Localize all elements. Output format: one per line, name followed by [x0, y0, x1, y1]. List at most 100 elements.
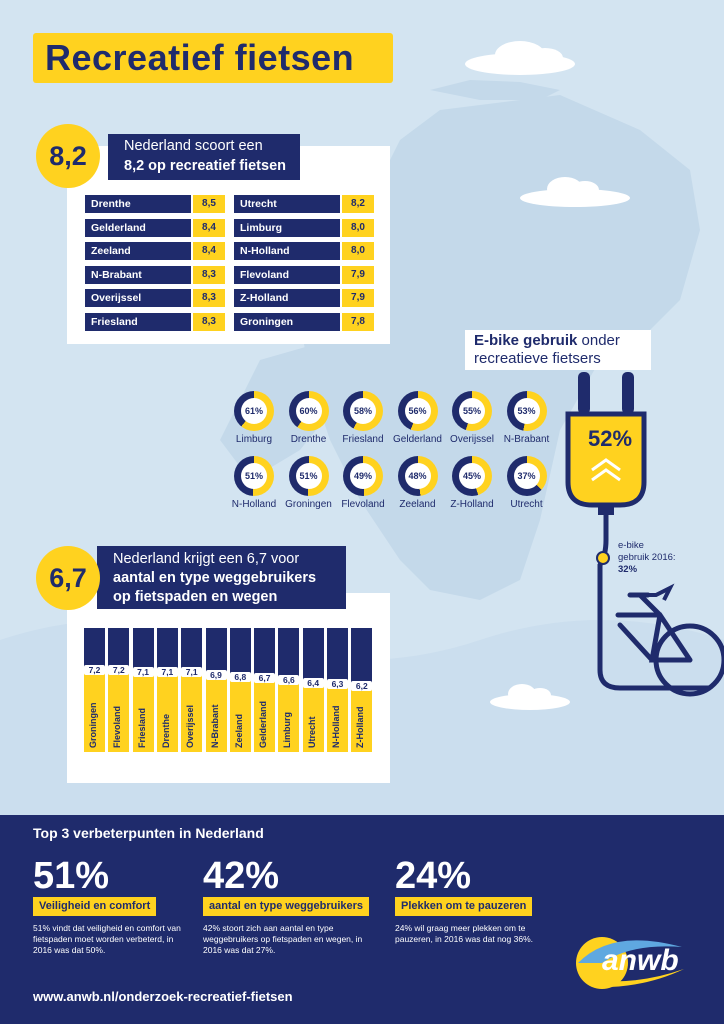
ebike-heading: E-bike gebruik onder recreatieve fietser…: [465, 330, 651, 370]
rating-row: Flevoland 7,9: [234, 265, 374, 284]
score1-banner: Nederland scoort een 8,2 op recreatief f…: [108, 134, 300, 180]
bar-value-label: 6,4: [302, 678, 324, 688]
bar-category-label: Friesland: [136, 648, 150, 748]
bar-value-label: 7,1: [132, 667, 154, 677]
rating-province: Z-Holland: [234, 289, 340, 307]
bar-category-text: Drenthe: [160, 713, 171, 748]
bar-remainder: [278, 628, 300, 681]
bar-remainder: [351, 628, 373, 687]
bar-category-label: Drenthe: [160, 648, 174, 748]
rating-score: 7,9: [342, 289, 374, 307]
rating-row: Limburg 8,0: [234, 218, 374, 237]
bar-category-text: N-Holland: [331, 705, 341, 749]
ebike-donut-label: N-Brabant: [503, 434, 550, 445]
ebike-donut-value: 55%: [459, 398, 485, 424]
ebike-donut: 45%: [452, 456, 492, 496]
ebike-donut-label: N-Holland: [231, 499, 277, 510]
ebike-donut: 53%: [506, 391, 547, 431]
bar-remainder: [84, 628, 105, 671]
bar-remainder: [181, 628, 203, 673]
bar: 6,8 Zeeland: [229, 628, 251, 752]
footer-url-link[interactable]: www.anwb.nl/onderzoek-recreatief-fietsen: [33, 989, 293, 1004]
bar-remainder: [156, 628, 178, 673]
rating-score: 8,4: [193, 218, 225, 237]
stat-2-desc: 42% stoort zich aan aantal en type wegge…: [203, 923, 363, 955]
bar-value-label: 7,1: [156, 667, 178, 677]
ebike-donut: 61%: [234, 391, 274, 431]
bar-remainder: [108, 628, 130, 671]
score1-circle: 8,2: [36, 124, 100, 188]
bar-category-text: Gelderland: [258, 700, 269, 748]
ebike-donut-label: Gelderland: [393, 434, 442, 445]
bar-category-label: N-Holland: [330, 648, 344, 749]
ebike-total: 52%: [587, 426, 633, 451]
ebike-2016-label-1: e-bike: [618, 540, 644, 551]
ebike-heading-rest: onder: [577, 332, 620, 349]
ebike-donut-value: 61%: [241, 398, 267, 424]
rating-score: 7,8: [342, 312, 374, 331]
bar-category-label: Utrecht: [306, 648, 320, 748]
footer-heading: Top 3 verbeterpunten in Nederland: [33, 825, 264, 841]
score2-circle: 6,7: [36, 546, 100, 610]
bar: 7,2 Groningen: [84, 628, 105, 752]
ebike-heading-line2: recreatieve fietsers: [474, 350, 601, 367]
stat-3-pct: 24%: [395, 855, 472, 897]
ebike-donut: 58%: [343, 391, 383, 431]
rating-score: 8,0: [342, 218, 374, 237]
ebike-donut-value: 56%: [404, 398, 431, 424]
bar-remainder: [327, 628, 348, 685]
bar-value-label: 6,2: [351, 681, 373, 691]
ebike-donut-label: Friesland: [342, 434, 384, 445]
stat-2-pct: 42%: [203, 855, 280, 897]
bar-category-text: Utrecht: [306, 716, 317, 748]
bar: 7,1 Overijssel: [181, 628, 203, 752]
plug-pin-left: [578, 372, 590, 414]
bar-remainder: [132, 628, 154, 673]
bar: 7,2 Flevoland: [108, 628, 130, 752]
bar-category-label: N-Brabant: [209, 648, 223, 748]
ebike-donut-label: Groningen: [285, 499, 332, 510]
bar-value-label: 7,1: [181, 667, 203, 677]
ebike-donut-label: Limburg: [235, 434, 273, 445]
ebike-donut-value: 49%: [350, 463, 376, 489]
rating-row: Z-Holland 7,9: [234, 289, 374, 307]
rating-province: Flevoland: [234, 265, 340, 284]
score2-line3: op fietspaden en wegen: [113, 589, 278, 605]
bar-remainder: [302, 628, 324, 684]
ebike-2016-note: e-bike gebruik 2016: 32%: [618, 540, 676, 576]
bar-category-label: Gelderland: [257, 648, 271, 748]
rating-province: Overijssel: [85, 289, 191, 307]
bar-category-text: Groningen: [88, 702, 98, 749]
bar-category-text: Z-Holland: [355, 706, 366, 749]
bar-remainder: [205, 628, 227, 676]
rating-province: Limburg: [234, 218, 340, 237]
ebike-donut-value: 48%: [404, 463, 431, 489]
bar: 6,2 Z-Holland: [351, 628, 373, 752]
plug-bike-illustration: [565, 372, 724, 697]
ebike-donut-value: 45%: [459, 463, 485, 489]
ebike-donut-value: 53%: [513, 398, 540, 424]
ebike-donut: 55%: [452, 391, 492, 431]
rating-province: Gelderland: [85, 218, 191, 237]
rating-row: N-Holland 8,0: [234, 242, 374, 260]
bar-category-label: Limburg: [281, 648, 295, 748]
anwb-logo-text: anwb: [602, 944, 679, 977]
ebike-donut-label: Z-Holland: [450, 499, 494, 510]
bar: 6,6 Limburg: [278, 628, 300, 752]
stat-1-pct: 51%: [33, 855, 110, 897]
bar-remainder: [229, 628, 251, 678]
ebike-donut-label: Utrecht: [510, 499, 543, 510]
score1-line2: 8,2 op recreatief fietsen: [124, 158, 286, 174]
bar: 6,7 Gelderland: [254, 628, 276, 752]
stat-1-tag: Veiligheid en comfort: [33, 897, 157, 916]
rating-row: Drenthe 8,5: [85, 195, 225, 213]
score2-line1: Nederland krijgt een 6,7 voor: [113, 551, 300, 567]
rating-score: 8,3: [193, 289, 225, 307]
bar-category-text: Flevoland: [112, 705, 123, 748]
ebike-donut-value: 37%: [513, 463, 540, 489]
footer-section: Top 3 verbeterpunten in Nederland 51% Ve…: [0, 815, 724, 1024]
bar-value-label: 7,2: [108, 665, 130, 675]
rating-province: N-Holland: [234, 242, 340, 260]
bar-value-label: 6,8: [229, 672, 251, 682]
rating-row: N-Brabant 8,3: [85, 265, 225, 284]
